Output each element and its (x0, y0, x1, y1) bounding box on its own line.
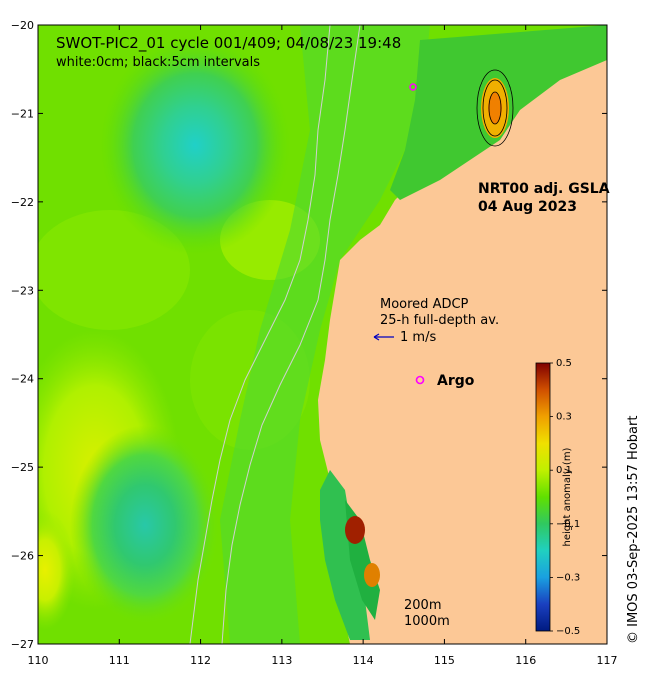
adcp-legend-title: Moored ADCP (380, 297, 469, 312)
land-mass (318, 25, 607, 644)
y-axis: −20 −21 −22 −23 −24 −25 −26 −27 (11, 19, 607, 651)
colorbar-title: height anomaly (m) (562, 447, 573, 546)
x-tick-label: 115 (434, 654, 455, 667)
y-tick-label: −20 (11, 19, 34, 32)
colorbar-tick-label: −0.1 (556, 519, 580, 530)
x-tick-label: 113 (271, 654, 292, 667)
colorbar: 0.5 0.3 0.1 −0.1 −0.3 −0.5 height anomaly (m) (535, 358, 580, 637)
isobath-label-200: 200m (404, 598, 441, 613)
product-name: NRT00 adj. GSLA (478, 181, 610, 197)
y-tick-label: −25 (11, 461, 34, 474)
x-tick-label: 111 (109, 654, 130, 667)
contour-lines (476, 69, 514, 147)
isobath-lines (189, 25, 361, 644)
colorbar-tick-label: 0.1 (556, 465, 572, 476)
map-title: SWOT-PIC2_01 cycle 001/409; 04/08/23 19:… (56, 34, 401, 53)
x-tick-label: 110 (28, 654, 49, 667)
isobath-label-1000: 1000m (404, 614, 450, 629)
colorbar-tick-label: 0.3 (556, 412, 572, 423)
plot-frame (37, 24, 608, 645)
y-tick-label: −27 (11, 638, 34, 651)
x-axis: 110 111 112 113 114 115 116 117 (28, 25, 618, 667)
product-date: 04 Aug 2023 (478, 199, 577, 215)
argo-legend-marker (415, 375, 425, 385)
y-tick-label: −24 (11, 373, 34, 386)
x-tick-label: 114 (353, 654, 374, 667)
adcp-scale-arrow (373, 333, 394, 341)
y-tick-label: −26 (11, 550, 34, 563)
colorbar-ticks: 0.5 0.3 0.1 −0.1 −0.3 −0.5 (550, 358, 580, 637)
credit-text: © IMOS 03-Sep-2025 13:57 Hobart (626, 416, 641, 644)
y-tick-label: −21 (11, 107, 34, 120)
argo-float-marker (409, 83, 417, 91)
adcp-legend-sub: 25-h full-depth av. (380, 313, 499, 328)
y-tick-label: −22 (11, 196, 34, 209)
colorbar-tick-label: −0.3 (556, 572, 580, 583)
x-tick-label: 117 (597, 654, 618, 667)
adcp-scale-label: 1 m/s (400, 330, 436, 345)
x-tick-label: 112 (190, 654, 211, 667)
colorbar-gradient (535, 362, 551, 632)
colorbar-tick-label: 0.5 (556, 358, 572, 369)
argo-legend-label: Argo (437, 373, 475, 389)
x-tick-label: 116 (515, 654, 536, 667)
map-subtitle: white:0cm; black:5cm intervals (56, 55, 260, 70)
y-tick-label: −23 (11, 284, 34, 297)
colorbar-tick-label: −0.5 (556, 626, 580, 637)
